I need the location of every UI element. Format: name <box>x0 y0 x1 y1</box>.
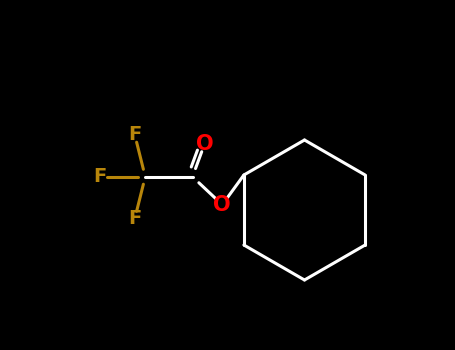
Text: F: F <box>93 167 106 186</box>
Text: O: O <box>196 133 213 154</box>
Text: F: F <box>128 125 142 144</box>
Text: F: F <box>128 209 142 228</box>
Text: O: O <box>213 195 231 215</box>
